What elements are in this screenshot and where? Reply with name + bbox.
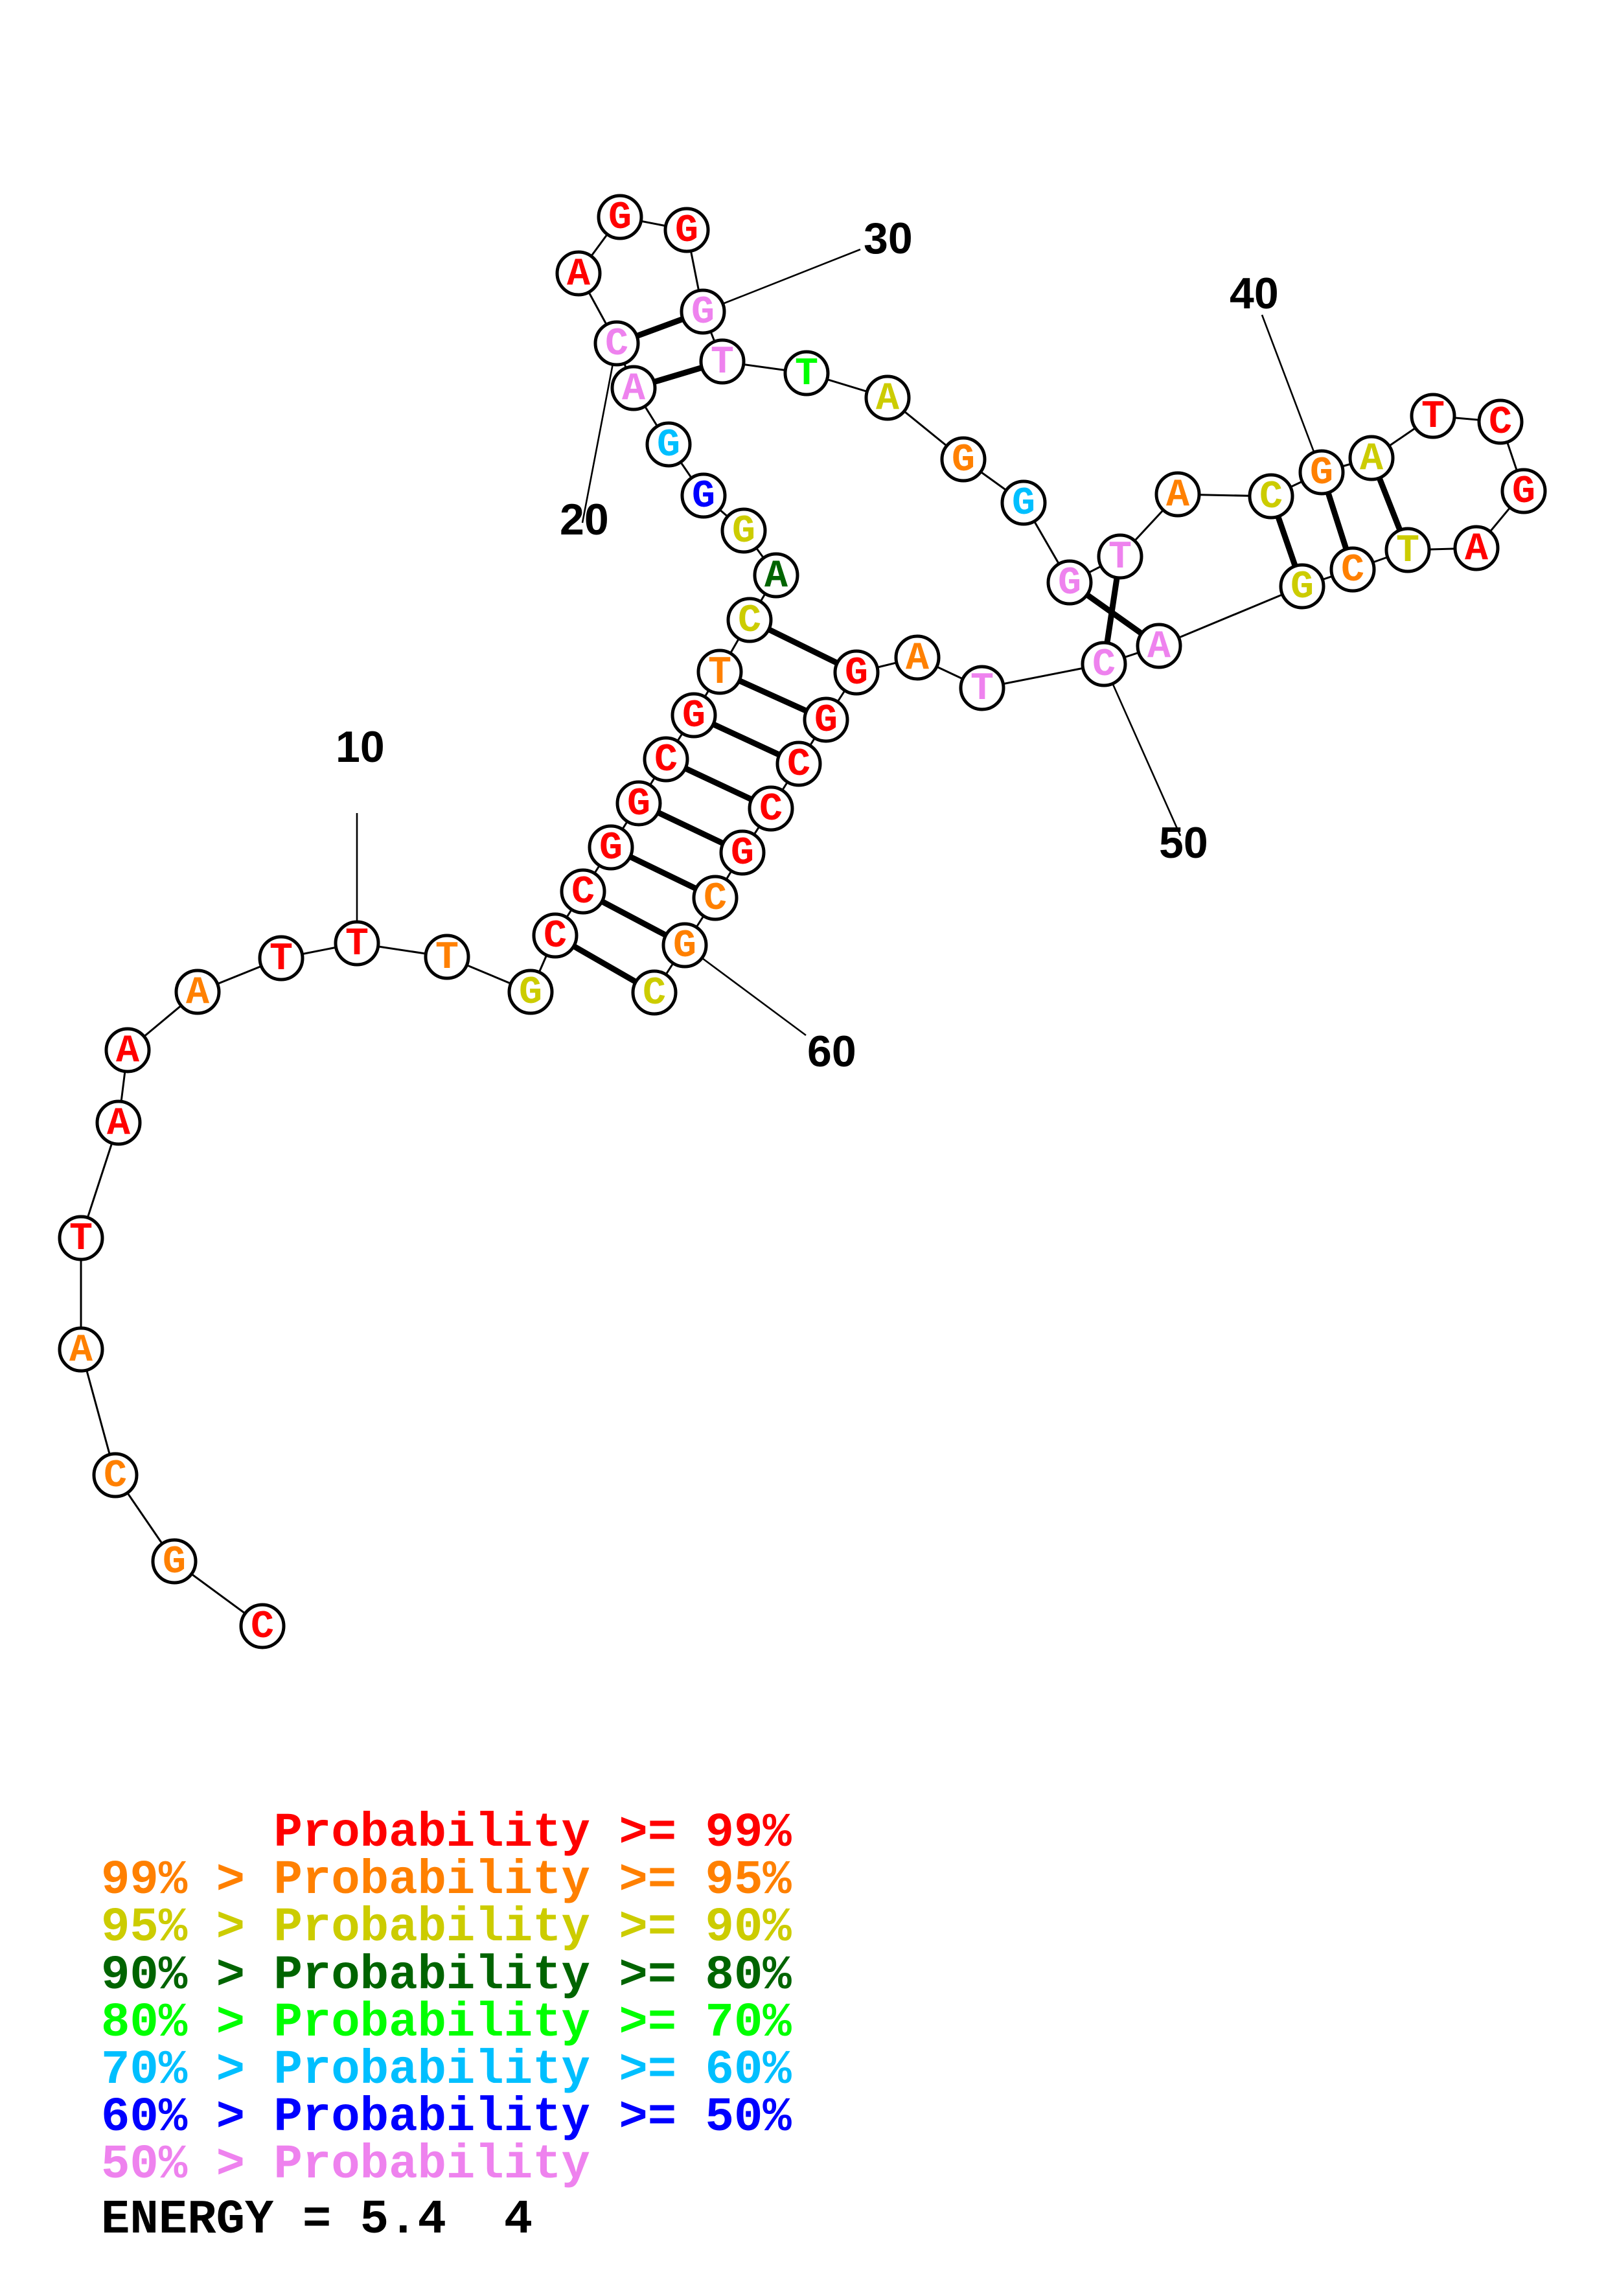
- svg-text:T: T: [345, 923, 369, 967]
- svg-text:C: C: [544, 915, 567, 959]
- svg-text:T: T: [1421, 395, 1445, 439]
- svg-text:C: C: [1259, 476, 1283, 520]
- svg-text:G: G: [845, 652, 868, 696]
- svg-text:G: G: [1310, 452, 1333, 496]
- svg-text:T: T: [1396, 529, 1419, 573]
- svg-text:C: C: [1092, 643, 1116, 687]
- svg-text:G: G: [673, 924, 696, 969]
- svg-text:T: T: [1108, 536, 1132, 580]
- svg-text:A: A: [1166, 474, 1189, 518]
- svg-text:A: A: [1360, 437, 1383, 481]
- svg-text:C: C: [1341, 549, 1364, 593]
- svg-text:G: G: [814, 699, 838, 743]
- svg-text:20: 20: [560, 495, 609, 544]
- svg-text:A: A: [1147, 625, 1171, 669]
- svg-text:T: T: [795, 352, 818, 396]
- svg-text:A: A: [622, 367, 645, 411]
- svg-text:T: T: [435, 936, 459, 980]
- svg-text:30: 30: [864, 214, 913, 263]
- svg-text:G: G: [952, 439, 975, 483]
- svg-text:G: G: [608, 196, 632, 240]
- svg-text:A: A: [186, 971, 209, 1015]
- svg-text:G: G: [519, 971, 542, 1015]
- svg-text:T: T: [270, 937, 293, 982]
- svg-text:G: G: [691, 291, 715, 335]
- svg-text:C: C: [605, 323, 628, 367]
- svg-text:T: T: [711, 341, 734, 385]
- svg-text:A: A: [567, 253, 590, 297]
- svg-text:G: G: [599, 827, 623, 871]
- svg-text:A: A: [764, 555, 788, 599]
- svg-text:G: G: [732, 510, 755, 554]
- svg-text:G: G: [627, 783, 650, 827]
- svg-text:60: 60: [807, 1027, 856, 1076]
- svg-text:G: G: [657, 424, 680, 468]
- svg-text:C: C: [704, 877, 727, 921]
- svg-text:C: C: [251, 1605, 274, 1649]
- svg-text:C: C: [654, 739, 678, 783]
- svg-text:G: G: [163, 1541, 186, 1585]
- svg-text:C: C: [759, 788, 783, 832]
- svg-text:A: A: [906, 637, 929, 681]
- svg-text:C: C: [643, 972, 666, 1016]
- svg-text:10: 10: [336, 722, 385, 772]
- svg-text:T: T: [69, 1217, 93, 1261]
- svg-text:G: G: [1012, 482, 1035, 526]
- svg-text:A: A: [876, 377, 899, 421]
- svg-text:A: A: [69, 1329, 93, 1373]
- svg-text:A: A: [1465, 527, 1488, 571]
- svg-text:50: 50: [1159, 818, 1208, 867]
- svg-text:G: G: [682, 695, 705, 739]
- svg-text:G: G: [692, 475, 715, 519]
- svg-text:G: G: [1512, 470, 1535, 514]
- svg-text:C: C: [1489, 401, 1512, 445]
- svg-text:G: G: [1291, 566, 1314, 610]
- svg-text:G: G: [731, 832, 754, 876]
- svg-text:A: A: [107, 1102, 130, 1146]
- svg-text:T: T: [970, 667, 994, 711]
- svg-text:C: C: [787, 743, 810, 787]
- svg-text:C: C: [571, 871, 595, 915]
- svg-text:C: C: [738, 599, 761, 643]
- svg-text:A: A: [116, 1029, 139, 1073]
- svg-text:G: G: [1058, 562, 1081, 606]
- svg-text:C: C: [104, 1454, 127, 1498]
- svg-text:40: 40: [1230, 269, 1279, 318]
- svg-text:T: T: [708, 651, 731, 695]
- svg-text:G: G: [675, 209, 698, 253]
